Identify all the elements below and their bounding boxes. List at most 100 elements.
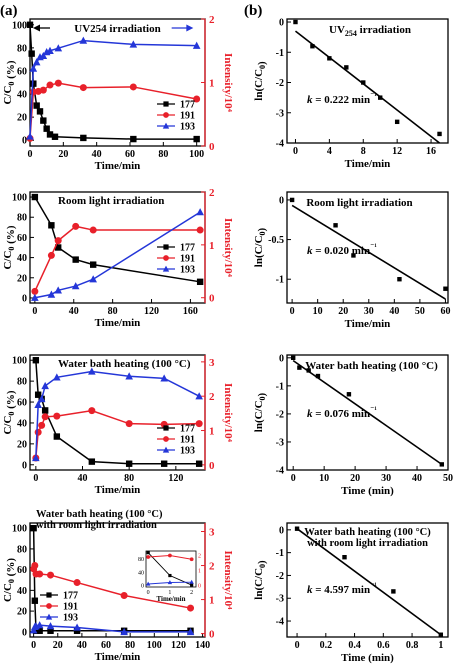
y-tick-label: 40 [17, 418, 27, 429]
y-tick-label: 60 [17, 66, 27, 77]
y-tick-label: -3 [276, 594, 284, 605]
data-point-193 [32, 58, 41, 66]
y-tick-label: -3 [276, 108, 284, 119]
y-tick-label: -4 [276, 139, 284, 150]
inset-x-tick-label: 0 [147, 590, 150, 596]
y-axis-label: C/C0 (%) [2, 390, 17, 434]
data-point-193 [196, 208, 204, 216]
inset-data-point-177 [190, 583, 194, 587]
x-tick-label: 40 [412, 473, 422, 484]
x-tick-label: 0.6 [377, 640, 390, 651]
inset-y-tick-label: 0 [141, 583, 144, 589]
data-point-193 [54, 286, 62, 294]
data-point [438, 632, 444, 637]
legend-marker [46, 592, 52, 598]
x-axis-label: Time/min [345, 318, 391, 330]
legend-marker [162, 122, 170, 129]
series-line-191 [29, 82, 197, 139]
legend-label-191: 191 [180, 254, 195, 265]
y-tick-label: 0 [22, 136, 27, 147]
y-tick-label: 20 [17, 439, 27, 450]
x-tick-label: 16 [426, 146, 436, 157]
legend-marker [163, 101, 169, 107]
data-point-193 [32, 453, 40, 462]
data-point-191 [73, 579, 81, 587]
data-point-177 [31, 193, 39, 201]
data-point-193 [46, 46, 54, 54]
data-point-177 [54, 244, 62, 251]
chart-title: Water bath heating (100 °C) [36, 509, 163, 520]
data-point [344, 65, 349, 70]
x-tick-label: 0 [28, 149, 33, 160]
plot-frame [286, 522, 449, 638]
data-point [306, 368, 311, 373]
inset-data-point-193 [189, 579, 194, 584]
y-tick-label: 100 [12, 356, 27, 367]
y2-tick-label: 0 [209, 293, 215, 305]
data-point-177 [30, 524, 37, 532]
series-line-191 [34, 225, 201, 292]
x-tick-label: 80 [108, 306, 118, 317]
x-tick-label: 8 [361, 146, 366, 157]
data-point-193 [35, 621, 44, 629]
legend-label-193: 193 [180, 446, 195, 457]
data-point-191 [31, 562, 39, 570]
data-point-193 [37, 394, 46, 403]
y-tick-label: -1 [276, 275, 284, 286]
plot-frame [286, 354, 449, 471]
legend-label-193: 193 [180, 265, 195, 276]
data-point [294, 526, 300, 531]
x-tick-label: 40 [69, 306, 79, 317]
series-line-193 [35, 370, 200, 459]
y2-tick-label: 1 [209, 78, 215, 90]
data-point-193 [89, 275, 97, 283]
chart-a2: 0 40 80 120 160 0 20 40 60 80 100 0 1 2 Time/min C/C0 (… [2, 187, 234, 329]
data-point-191 [47, 251, 55, 259]
y-tick-label: 100 [12, 20, 27, 31]
y-tick-label: -4 [276, 617, 284, 628]
data-point-191 [46, 81, 54, 89]
data-point-177 [196, 278, 204, 286]
y2-axis-label: Intensity/10⁴ [222, 218, 234, 278]
y2-tick-label: 1 [209, 426, 215, 438]
data-point-177 [48, 222, 55, 229]
y2-tick-label: 0 [209, 141, 215, 153]
y-tick-label: 20 [17, 273, 27, 284]
data-point-177 [51, 133, 59, 140]
y-axis-label: ln(C/C0) [253, 61, 268, 101]
data-point-193 [29, 64, 38, 72]
x-axis-label: Time/min [95, 160, 141, 172]
x-tick-label: 60 [125, 149, 135, 160]
data-point-177 [193, 135, 200, 143]
y-tick-label: 40 [17, 253, 27, 264]
data-point-191 [125, 420, 133, 428]
x-tick-label: 20 [58, 149, 68, 160]
panel-label-a: (a) [0, 3, 18, 19]
data-point-193 [46, 622, 55, 630]
legend-marker [163, 112, 169, 118]
x-tick-label: 120 [144, 306, 159, 317]
data-point-191 [129, 83, 137, 91]
data-point-191 [54, 237, 62, 245]
data-point [342, 555, 347, 560]
series-line-193 [34, 211, 201, 299]
y-axis-label: C/C0 (%) [2, 60, 17, 104]
fit-line [294, 30, 441, 144]
data-point-191 [193, 95, 201, 103]
inset-data-point-177 [168, 573, 172, 578]
x-tick-label: 12 [392, 146, 402, 157]
y2-tick-label: 0 [209, 460, 215, 472]
legend-marker [46, 603, 52, 609]
rate-constant-annotation: k = 4.597 min⁻¹ [307, 581, 377, 596]
data-point-191 [89, 226, 97, 234]
y-tick-label: -2 [276, 571, 284, 582]
y2-axis-label: Intensity/10⁴ [222, 53, 234, 113]
y-tick-label: 0 [22, 627, 27, 638]
x-tick-label: 0 [32, 306, 37, 317]
legend-marker [162, 446, 170, 453]
x-tick-label: 0 [295, 640, 300, 651]
arrow-right-icon [186, 24, 194, 32]
chart-b4: 0 0.2 0.4 0.6 0.8 1 0 -1 -2 -3 -4 Time (min) ln(C/C0… [253, 522, 449, 664]
inset-data-point-177 [146, 551, 150, 555]
